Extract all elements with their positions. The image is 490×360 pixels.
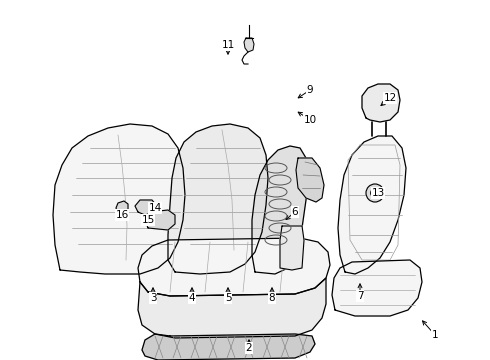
Text: 13: 13 xyxy=(371,188,385,198)
Polygon shape xyxy=(145,210,175,230)
Text: 1: 1 xyxy=(432,330,439,340)
Polygon shape xyxy=(244,38,254,52)
Text: 11: 11 xyxy=(221,40,235,50)
Polygon shape xyxy=(138,278,326,338)
Text: 9: 9 xyxy=(307,85,313,95)
Text: 4: 4 xyxy=(189,293,196,303)
Polygon shape xyxy=(53,124,185,274)
Polygon shape xyxy=(252,146,308,274)
Polygon shape xyxy=(280,226,304,270)
Text: 16: 16 xyxy=(115,210,129,220)
Polygon shape xyxy=(135,200,156,215)
Text: 8: 8 xyxy=(269,293,275,303)
Polygon shape xyxy=(168,124,268,274)
Text: 14: 14 xyxy=(148,203,162,213)
Polygon shape xyxy=(116,201,128,218)
Polygon shape xyxy=(296,158,324,202)
Text: 10: 10 xyxy=(303,115,317,125)
Polygon shape xyxy=(142,334,315,360)
Text: 3: 3 xyxy=(149,293,156,303)
Text: 2: 2 xyxy=(245,343,252,353)
Polygon shape xyxy=(332,260,422,316)
Text: 6: 6 xyxy=(292,207,298,217)
Text: 5: 5 xyxy=(225,293,231,303)
Polygon shape xyxy=(338,136,406,274)
Text: 15: 15 xyxy=(142,215,155,225)
Text: 7: 7 xyxy=(357,291,363,301)
Circle shape xyxy=(366,184,384,202)
Text: 12: 12 xyxy=(383,93,396,103)
Polygon shape xyxy=(138,238,330,296)
Polygon shape xyxy=(362,84,400,122)
